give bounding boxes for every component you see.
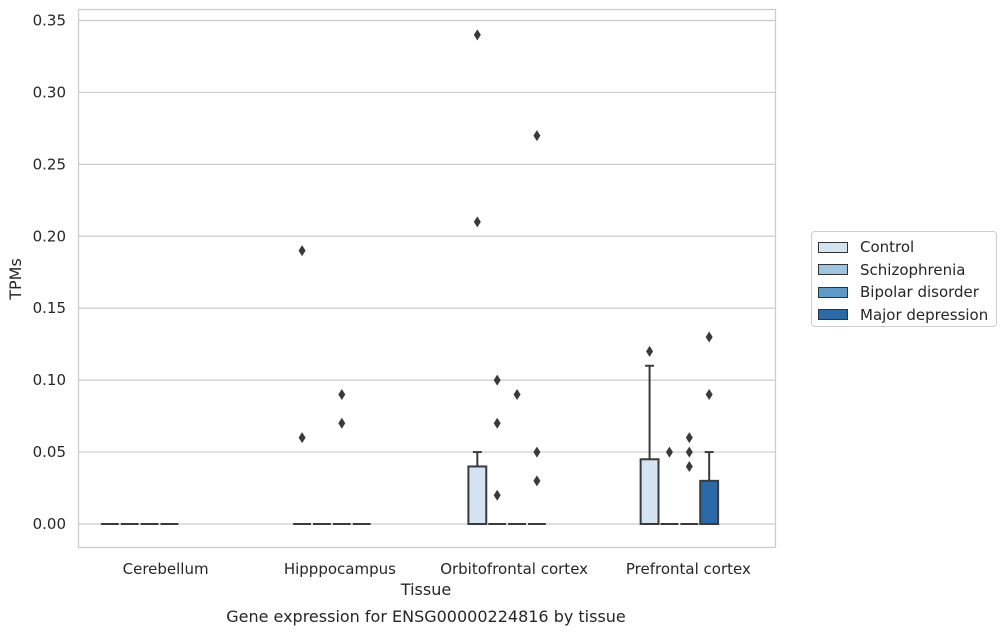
y-tick-labels: 0.00 0.05 0.10 0.15 0.20 0.25 0.30 0.35 <box>33 12 66 534</box>
y-axis-label: TPMs <box>6 258 25 301</box>
outlier-point <box>493 489 501 501</box>
outlier-point <box>513 389 521 401</box>
legend-swatch <box>818 309 848 321</box>
box-control <box>293 245 312 525</box>
legend-label: Control <box>860 238 915 257</box>
outlier-point <box>665 446 673 458</box>
outlier-point <box>646 345 654 357</box>
box-body <box>699 479 720 526</box>
outlier-point <box>533 446 541 458</box>
x-tick-label: Orbitofrontal cortex <box>440 560 588 578</box>
outlier-point <box>533 130 541 142</box>
outlier-point <box>685 432 693 444</box>
legend-item: Bipolar disorder <box>818 281 996 304</box>
legend-swatch <box>818 241 848 253</box>
legend-swatch <box>818 264 848 276</box>
legend-item: Major depression <box>818 304 996 327</box>
legend: Control Schizophrenia Bipolar disorder Majo… <box>811 231 997 327</box>
outlier-point <box>298 245 306 257</box>
box-marks <box>100 29 720 526</box>
y-tick-label: 0.30 <box>33 83 66 101</box>
plot-frame <box>77 8 777 549</box>
outlier-point <box>705 331 713 343</box>
box-body <box>639 458 660 525</box>
legend-item: Control <box>818 236 996 259</box>
y-tick-label: 0.20 <box>33 227 66 245</box>
x-tick-label: Cerebellum <box>123 560 209 578</box>
box-bipolar-disorder <box>680 432 699 525</box>
box-control <box>467 29 488 526</box>
legend-item: Schizophrenia <box>818 259 996 282</box>
x-axis-label: Tissue <box>400 580 451 599</box>
x-tick-labels: Cerebellum Hipppocampus Orbitofrontal cort… <box>123 560 751 578</box>
chart-caption: Gene expression for ENSG00000224816 by t… <box>226 607 626 626</box>
y-tick-label: 0.00 <box>33 515 66 533</box>
legend-swatch <box>818 286 848 298</box>
outlier-point <box>493 374 501 386</box>
outlier-point <box>493 417 501 429</box>
y-tick-label: 0.05 <box>33 443 66 461</box>
y-gridlines <box>78 19 776 525</box>
outlier-point <box>685 460 693 472</box>
x-tick-label: Prefrontal cortex <box>626 560 751 578</box>
box-major-depression <box>527 130 546 525</box>
outlier-point <box>705 389 713 401</box>
y-tick-label: 0.25 <box>33 155 66 173</box>
outlier-point <box>298 432 306 444</box>
x-tick-label: Hipppocampus <box>284 560 396 578</box>
outlier-point <box>338 389 346 401</box>
box-schizophrenia <box>488 374 507 525</box>
outlier-point <box>685 446 693 458</box>
y-tick-label: 0.35 <box>33 12 66 30</box>
box-body <box>467 465 488 526</box>
box-schizophrenia <box>660 446 679 525</box>
outlier-point <box>473 216 481 228</box>
y-tick-label: 0.10 <box>33 371 66 389</box>
outlier-point <box>533 475 541 487</box>
legend-label: Bipolar disorder <box>860 283 979 302</box>
outlier-point <box>338 417 346 429</box>
box-control <box>639 345 660 525</box>
legend-label: Major depression <box>860 305 989 324</box>
box-major-depression <box>699 331 720 526</box>
box-bipolar-disorder <box>332 389 351 525</box>
box-bipolar-disorder <box>508 389 526 525</box>
y-tick-label: 0.15 <box>33 299 66 317</box>
outlier-point <box>473 29 481 41</box>
legend-label: Schizophrenia <box>860 260 966 279</box>
